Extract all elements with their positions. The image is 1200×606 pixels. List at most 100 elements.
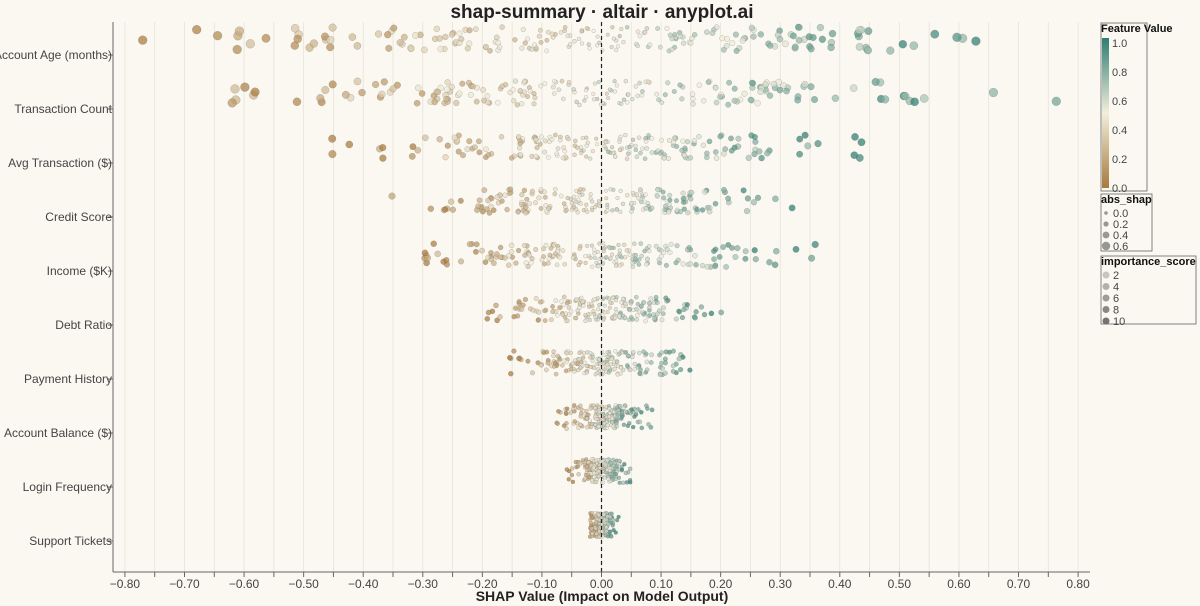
shap-point — [464, 45, 471, 52]
shap-point — [496, 44, 503, 50]
shap-point — [440, 258, 447, 265]
shap-point — [731, 85, 738, 92]
shap-point — [676, 356, 682, 362]
shap-point — [562, 261, 568, 267]
shap-point — [635, 29, 641, 35]
shap-point — [483, 206, 490, 212]
shap-point — [735, 135, 742, 142]
legend-abs-shap-symbol — [1104, 211, 1108, 215]
shap-point — [656, 97, 662, 103]
shap-point — [591, 308, 596, 314]
shap-point — [548, 317, 554, 323]
shap-point — [871, 77, 880, 86]
legend-feature-value-tick: 0.8 — [1112, 67, 1127, 79]
shap-point — [583, 94, 589, 100]
shap-point — [379, 143, 387, 152]
shap-point — [660, 311, 666, 317]
shap-point — [644, 367, 650, 373]
shap-point — [240, 82, 250, 92]
shap-point — [625, 423, 631, 429]
shap-point — [564, 467, 570, 472]
shap-point — [526, 252, 532, 258]
x-tick-label: 0.80 — [1066, 577, 1090, 591]
legend-importance-score-symbol — [1102, 283, 1110, 290]
shap-point — [563, 410, 569, 416]
legend-importance-score-label: 8 — [1113, 305, 1119, 317]
x-tick-label: −0.80 — [110, 577, 141, 591]
shap-point — [326, 43, 335, 52]
shap-point — [345, 140, 354, 149]
shap-point — [574, 99, 579, 105]
shap-point — [637, 371, 643, 376]
shap-point — [572, 152, 577, 158]
shap-point — [688, 40, 694, 46]
shap-point — [525, 36, 531, 42]
shap-point — [782, 40, 789, 48]
shap-point — [414, 84, 422, 92]
shap-point — [747, 96, 754, 103]
shap-point — [436, 35, 443, 42]
shap-point — [542, 189, 547, 195]
shap-point — [696, 82, 703, 88]
shap-point — [673, 260, 679, 266]
shap-point — [671, 139, 677, 145]
shap-point — [472, 144, 478, 151]
shap-point — [608, 461, 614, 466]
shap-point — [584, 243, 590, 249]
shap-point — [864, 27, 873, 36]
shap-point — [584, 143, 589, 148]
shap-point — [592, 256, 597, 261]
shap-point — [577, 102, 582, 108]
shap-point — [639, 425, 645, 431]
shap-point — [553, 132, 558, 138]
shap-point — [653, 294, 659, 300]
shap-point — [665, 80, 671, 86]
shap-point — [534, 145, 540, 151]
shap-point — [551, 91, 557, 96]
shap-point — [537, 27, 543, 33]
shap-point — [409, 143, 417, 151]
shap-point — [577, 350, 582, 356]
shap-point — [541, 350, 547, 356]
shap-point — [522, 40, 528, 46]
shap-point — [421, 46, 428, 54]
shap-point — [476, 149, 483, 156]
legend-feature-value-tick: 0.4 — [1112, 125, 1127, 137]
shap-point — [544, 48, 550, 54]
shap-point — [578, 414, 583, 419]
shap-point — [510, 87, 516, 93]
shap-point — [457, 197, 464, 204]
shap-point — [610, 295, 615, 300]
shap-point — [456, 30, 463, 37]
shap-point — [597, 241, 602, 246]
shap-point — [571, 204, 577, 210]
shap-point — [421, 134, 429, 142]
shap-point — [677, 33, 684, 40]
shap-point — [569, 472, 575, 478]
shap-point — [523, 260, 529, 266]
shap-point — [459, 152, 467, 159]
shap-point — [541, 246, 546, 252]
shap-point — [593, 372, 598, 377]
shap-point — [669, 36, 675, 42]
shap-point — [449, 206, 457, 213]
shap-point — [613, 471, 618, 477]
shap-point — [618, 365, 624, 370]
shap-point — [740, 187, 747, 194]
shap-point — [589, 526, 594, 531]
shap-point — [523, 210, 529, 216]
shap-point — [1051, 96, 1061, 106]
shap-point — [606, 476, 611, 481]
shap-point — [566, 79, 572, 85]
shap-point — [670, 368, 676, 374]
shap-point — [810, 95, 819, 104]
shap-point — [557, 254, 563, 260]
shap-point — [261, 33, 271, 43]
shap-point — [701, 189, 708, 195]
shap-point — [682, 145, 688, 151]
shap-point — [593, 315, 598, 320]
legend-abs-shap-label: 0.0 — [1113, 208, 1128, 220]
shap-point — [508, 249, 515, 255]
shap-point — [680, 40, 687, 46]
shap-point — [674, 243, 680, 249]
